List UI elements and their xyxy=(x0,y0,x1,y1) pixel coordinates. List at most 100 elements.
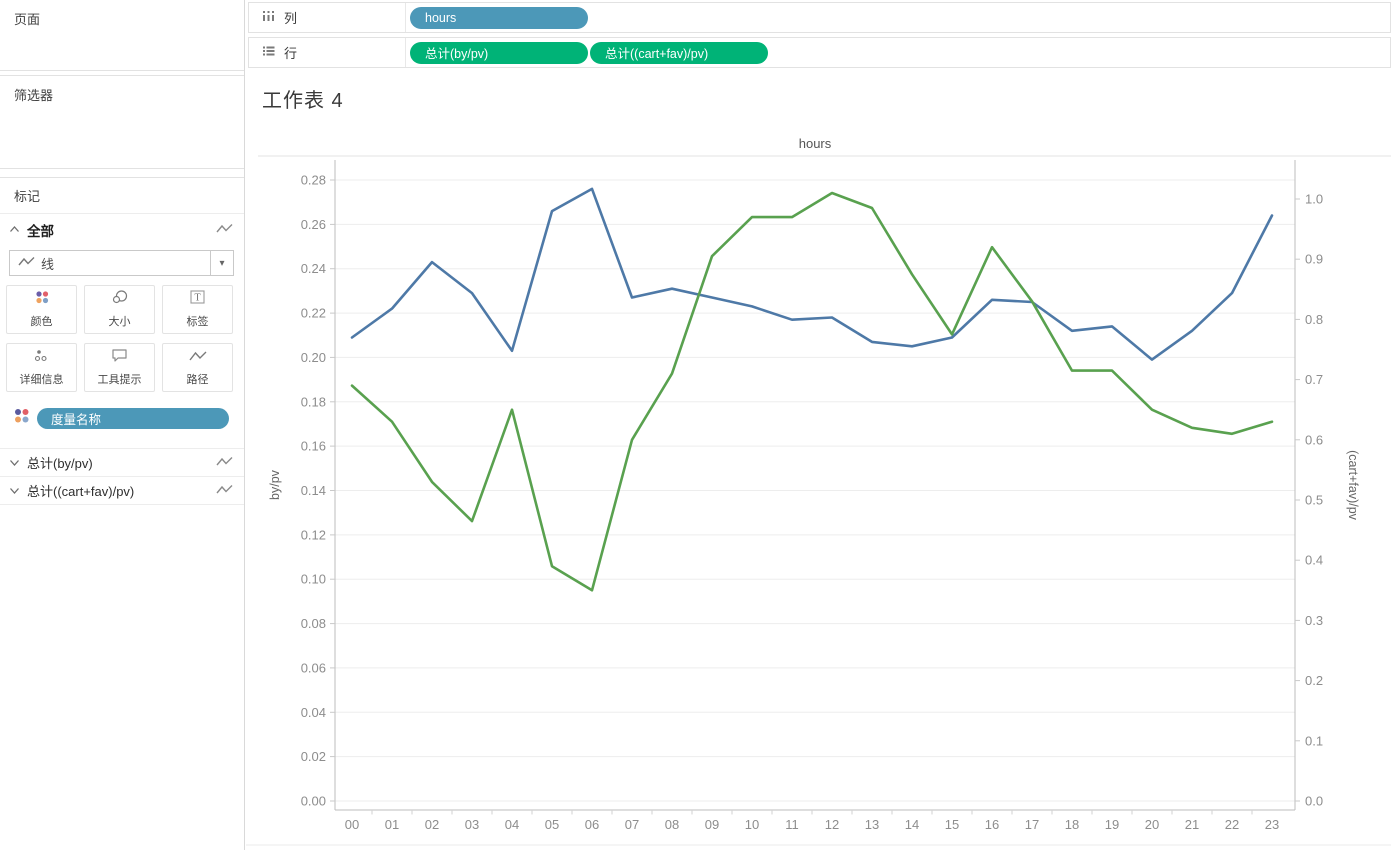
worksheet-view: 工作表 4 0.00 0.02 0.04 0.06 0.08 0.10 0.12 0.14 0.… xyxy=(246,72,1391,850)
pill-by-pv[interactable]: 总计(by/pv) xyxy=(410,41,588,64)
x-axis-tick-label: 02 xyxy=(425,817,439,832)
line-series-1[interactable] xyxy=(350,191,1274,592)
right-axis-tick-label: 0.5 xyxy=(1305,493,1323,508)
label-button[interactable]: T 标签 xyxy=(162,285,233,334)
line-mark-icon xyxy=(216,221,233,239)
path-icon xyxy=(188,349,207,367)
right-axis-tick-label: 0.8 xyxy=(1305,312,1323,327)
x-axis-tick-label: 16 xyxy=(985,817,999,832)
columns-shelf[interactable]: 列 hours xyxy=(248,2,1391,33)
left-axis-tick-label: 0.12 xyxy=(301,527,326,542)
x-axis-tick-label: 11 xyxy=(785,817,799,832)
size-icon xyxy=(112,290,128,309)
line-chart-canvas[interactable]: 0.00 0.02 0.04 0.06 0.08 0.10 0.12 0.14 0.16 0.18… xyxy=(246,72,1391,850)
detail-button[interactable]: 详细信息 xyxy=(6,343,77,392)
svg-text:T: T xyxy=(194,293,200,304)
measure-names-pill[interactable]: 度量名称 xyxy=(37,407,229,429)
right-axis-tick-label: 0.6 xyxy=(1305,432,1323,447)
size-button[interactable]: 大小 xyxy=(84,285,155,334)
field-label: 总计(by/pv) xyxy=(27,456,93,471)
color-button[interactable]: 颜色 xyxy=(6,285,77,334)
chart-title: hours xyxy=(799,136,832,151)
x-axis-tick-label: 20 xyxy=(1145,817,1159,832)
right-axis-tick-label: 0.4 xyxy=(1305,553,1323,568)
marks-all-row[interactable]: 全部 xyxy=(0,214,244,245)
filters-shelf[interactable]: 筛选器 xyxy=(0,75,244,169)
x-axis-tick-label: 22 xyxy=(1225,817,1239,832)
rows-shelf[interactable]: 行 总计(by/pv) 总计((cart+fav)/pv) xyxy=(248,37,1391,68)
x-axis-tick-label: 05 xyxy=(545,817,559,832)
measure-field-list: 总计(by/pv) 总计((cart+fav)/pv) xyxy=(0,448,244,505)
rows-icon xyxy=(262,45,275,60)
right-axis-tick-label: 0.7 xyxy=(1305,372,1323,387)
x-axis-tick-label: 21 xyxy=(1185,817,1199,832)
right-axis-title: (cart+fav)/pv xyxy=(1346,450,1360,521)
left-axis-title: by/pv xyxy=(268,469,282,500)
x-axis-tick-label: 23 xyxy=(1265,817,1279,832)
x-axis-tick-label: 18 xyxy=(1065,817,1079,832)
right-axis-tick-label: 0.3 xyxy=(1305,613,1323,628)
x-axis-tick-label: 04 xyxy=(505,817,519,832)
pill-cart-fav-pv[interactable]: 总计((cart+fav)/pv) xyxy=(590,41,768,64)
line-mark-icon xyxy=(18,254,35,272)
left-axis-tick-label: 0.20 xyxy=(301,350,326,365)
x-axis-tick-label: 01 xyxy=(385,817,399,832)
left-axis-tick-label: 0.02 xyxy=(301,749,326,764)
tooltip-button-label: 工具提示 xyxy=(97,374,142,386)
left-axis-tick-label: 0.06 xyxy=(301,660,326,675)
label-button-label: 标签 xyxy=(186,316,209,328)
x-axis-tick-label: 03 xyxy=(465,817,479,832)
color-button-label: 颜色 xyxy=(30,316,53,328)
line-mark-icon xyxy=(216,482,233,500)
sheet-title: 工作表 4 xyxy=(262,90,344,112)
right-axis-tick-label: 0.0 xyxy=(1305,794,1323,809)
right-axis-tick-label: 1.0 xyxy=(1305,192,1323,207)
columns-icon xyxy=(262,10,275,25)
marks-all-label: 全部 xyxy=(27,223,54,239)
left-axis-tick-label: 0.22 xyxy=(301,306,326,321)
field-row-cart-fav-pv[interactable]: 总计((cart+fav)/pv) xyxy=(0,477,244,505)
left-axis-tick-label: 0.24 xyxy=(301,261,326,276)
chevron-down-icon[interactable] xyxy=(9,454,20,472)
marks-card: 标记 全部 线 ▾ xyxy=(0,177,244,850)
color-icon xyxy=(35,290,49,309)
left-axis-tick-label: 0.14 xyxy=(301,483,326,498)
x-axis-tick-label: 12 xyxy=(825,817,839,832)
x-axis-tick-label: 19 xyxy=(1105,817,1119,832)
pages-label: 页面 xyxy=(14,12,41,27)
pages-shelf[interactable]: 页面 xyxy=(0,0,244,71)
x-axis-tick-label: 15 xyxy=(945,817,959,832)
chevron-down-icon[interactable]: ▾ xyxy=(210,251,233,275)
x-axis-tick-label: 07 xyxy=(625,817,639,832)
mark-type-label: 线 xyxy=(41,256,55,272)
left-axis-tick-label: 0.10 xyxy=(301,572,326,587)
x-axis-tick-label: 10 xyxy=(745,817,759,832)
x-axis-tick-label: 08 xyxy=(665,817,679,832)
left-axis-tick-label: 0.26 xyxy=(301,217,326,232)
x-axis-tick-label: 06 xyxy=(585,817,599,832)
mark-type-dropdown[interactable]: 线 ▾ xyxy=(9,250,234,276)
field-label: 总计((cart+fav)/pv) xyxy=(27,484,135,499)
pill-hours[interactable]: hours xyxy=(410,6,588,29)
chevron-down-icon[interactable] xyxy=(9,482,20,500)
left-axis-tick-label: 0.16 xyxy=(301,439,326,454)
marks-title: 标记 xyxy=(0,178,244,214)
right-axis-tick-label: 0.9 xyxy=(1305,252,1323,267)
line-series-0[interactable] xyxy=(350,187,1274,361)
tooltip-icon xyxy=(111,348,128,367)
left-axis-tick-label: 0.18 xyxy=(301,394,326,409)
field-row-by-pv[interactable]: 总计(by/pv) xyxy=(0,449,244,477)
detail-button-label: 详细信息 xyxy=(19,373,64,386)
path-button[interactable]: 路径 xyxy=(162,343,233,392)
x-axis-tick-label: 09 xyxy=(705,817,719,832)
right-axis-tick-label: 0.2 xyxy=(1305,673,1323,688)
rows-shelf-label: 行 xyxy=(284,46,298,61)
measure-names-row: 度量名称 xyxy=(13,407,229,429)
columns-shelf-label: 列 xyxy=(284,11,298,26)
filters-label: 筛选器 xyxy=(14,88,54,103)
x-axis-tick-label: 14 xyxy=(905,817,919,832)
tooltip-button[interactable]: 工具提示 xyxy=(84,343,155,392)
columns-shelf-header: 列 xyxy=(249,3,406,32)
chevron-up-icon[interactable] xyxy=(9,221,20,239)
